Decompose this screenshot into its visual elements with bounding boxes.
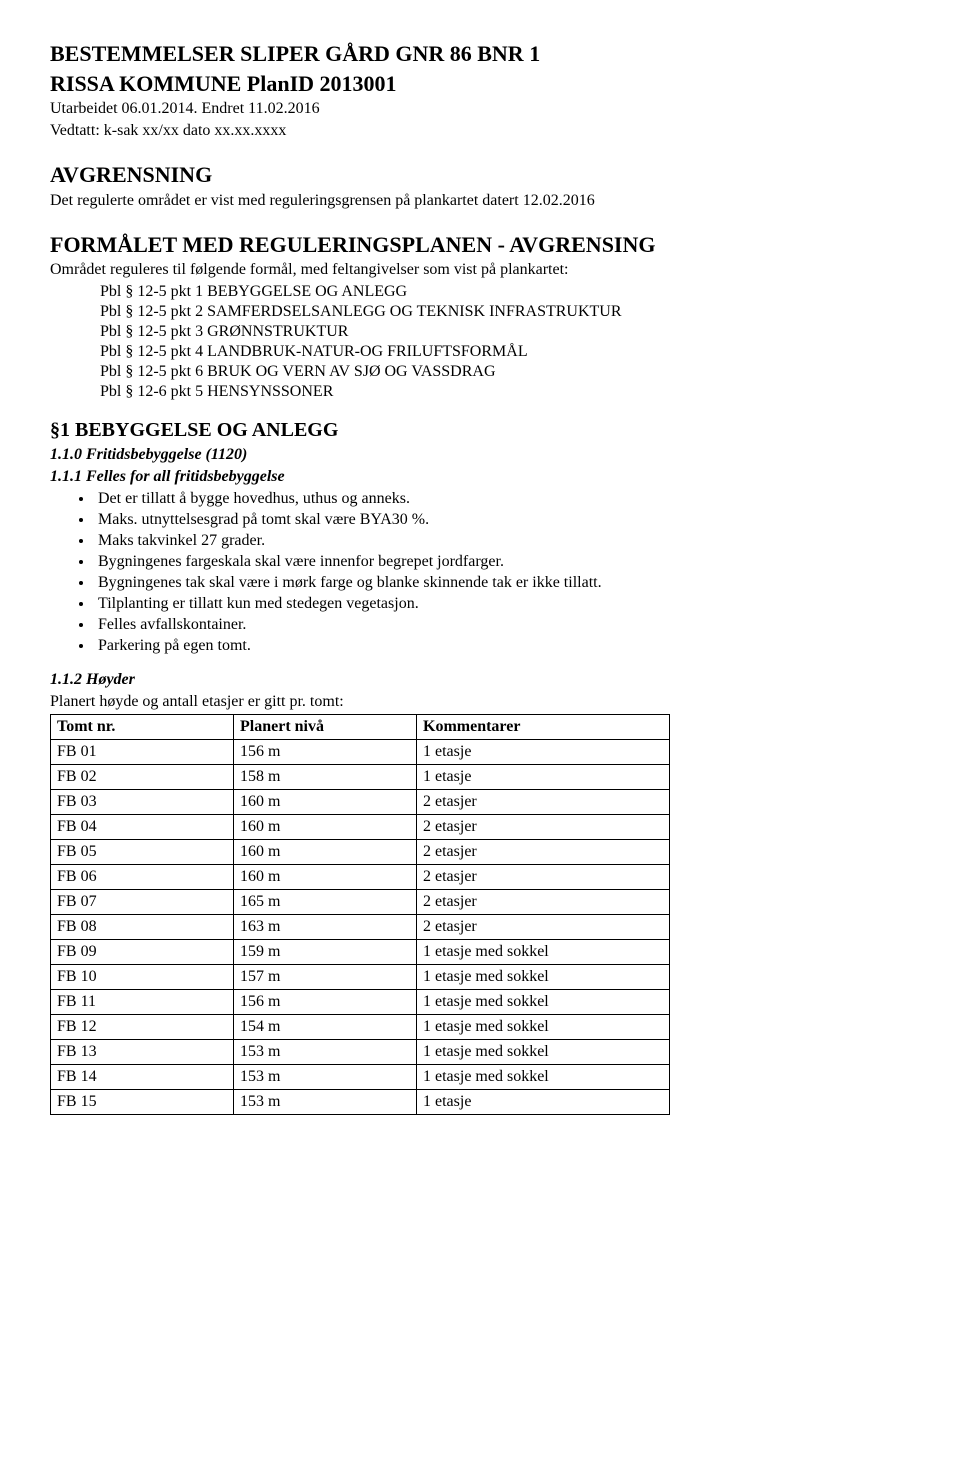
table-row: FB 02158 m1 etasje <box>51 765 670 790</box>
subtitle-dates: Utarbeidet 06.01.2014. Endret 11.02.2016 <box>50 99 910 119</box>
table-cell: FB 04 <box>51 815 234 840</box>
avgrensning-heading: AVGRENSNING <box>50 161 910 189</box>
table-row: FB 12154 m1 etasje med sokkel <box>51 1015 670 1040</box>
table-cell: 2 etasjer <box>417 915 670 940</box>
table-cell: 1 etasje med sokkel <box>417 1015 670 1040</box>
formalet-item: Pbl § 12-6 pkt 5 HENSYNSSONER <box>100 382 910 402</box>
formalet-item: Pbl § 12-5 pkt 3 GRØNNSTRUKTUR <box>100 322 910 342</box>
table-cell: 2 etasjer <box>417 815 670 840</box>
table-cell: 2 etasjer <box>417 790 670 815</box>
table-header: Tomt nr. <box>51 715 234 740</box>
table-header-row: Tomt nr. Planert nivå Kommentarer <box>51 715 670 740</box>
table-row: FB 10157 m1 etasje med sokkel <box>51 965 670 990</box>
table-cell: 156 m <box>234 740 417 765</box>
table-cell: 1 etasje med sokkel <box>417 940 670 965</box>
table-cell: FB 15 <box>51 1090 234 1115</box>
table-cell: 157 m <box>234 965 417 990</box>
list-item: Felles avfallskontainer. <box>94 615 910 635</box>
table-cell: 160 m <box>234 790 417 815</box>
table-cell: FB 10 <box>51 965 234 990</box>
formalet-item: Pbl § 12-5 pkt 1 BEBYGGELSE OG ANLEGG <box>100 282 910 302</box>
table-cell: FB 02 <box>51 765 234 790</box>
table-row: FB 11156 m1 etasje med sokkel <box>51 990 670 1015</box>
table-cell: 1 etasje med sokkel <box>417 1065 670 1090</box>
table-cell: 1 etasje <box>417 765 670 790</box>
table-cell: 1 etasje <box>417 740 670 765</box>
formalet-item: Pbl § 12-5 pkt 4 LANDBRUK-NATUR-OG FRILU… <box>100 342 910 362</box>
table-cell: 156 m <box>234 990 417 1015</box>
table-cell: FB 11 <box>51 990 234 1015</box>
table-row: FB 04160 m2 etasjer <box>51 815 670 840</box>
table-row: FB 05160 m2 etasjer <box>51 840 670 865</box>
table-cell: FB 01 <box>51 740 234 765</box>
table-cell: FB 12 <box>51 1015 234 1040</box>
hoyder-table: Tomt nr. Planert nivå Kommentarer FB 011… <box>50 714 670 1115</box>
formalet-heading: FORMÅLET MED REGULERINGSPLANEN - AVGRENS… <box>50 231 910 259</box>
table-cell: 159 m <box>234 940 417 965</box>
section-1-1-1: 1.1.1 Felles for all fritidsbebyggelse <box>50 467 910 487</box>
table-cell: 153 m <box>234 1040 417 1065</box>
table-cell: FB 08 <box>51 915 234 940</box>
table-cell: 154 m <box>234 1015 417 1040</box>
table-cell: 2 etasjer <box>417 890 670 915</box>
formalet-item: Pbl § 12-5 pkt 6 BRUK OG VERN AV SJØ OG … <box>100 362 910 382</box>
list-item: Bygningenes fargeskala skal være innenfo… <box>94 552 910 572</box>
table-intro: Planert høyde og antall etasjer er gitt … <box>50 692 910 712</box>
table-cell: FB 07 <box>51 890 234 915</box>
table-row: FB 07165 m2 etasjer <box>51 890 670 915</box>
table-cell: 163 m <box>234 915 417 940</box>
table-cell: 160 m <box>234 865 417 890</box>
table-cell: 160 m <box>234 840 417 865</box>
section1-heading: §1 BEBYGGELSE OG ANLEGG <box>50 418 910 443</box>
table-cell: 160 m <box>234 815 417 840</box>
table-row: FB 15153 m1 etasje <box>51 1090 670 1115</box>
formalet-list: Pbl § 12-5 pkt 1 BEBYGGELSE OG ANLEGG Pb… <box>50 282 910 402</box>
table-cell: FB 09 <box>51 940 234 965</box>
table-row: FB 03160 m2 etasjer <box>51 790 670 815</box>
table-header: Planert nivå <box>234 715 417 740</box>
title-line-2: RISSA KOMMUNE PlanID 2013001 <box>50 70 910 98</box>
list-item: Maks. utnyttelsesgrad på tomt skal være … <box>94 510 910 530</box>
title-line-1: BESTEMMELSER SLIPER GÅRD GNR 86 BNR 1 <box>50 40 910 68</box>
table-cell: 1 etasje med sokkel <box>417 990 670 1015</box>
table-cell: 1 etasje <box>417 1090 670 1115</box>
table-header: Kommentarer <box>417 715 670 740</box>
table-cell: 2 etasjer <box>417 865 670 890</box>
subtitle-vedtatt: Vedtatt: k-sak xx/xx dato xx.xx.xxxx <box>50 121 910 141</box>
table-row: FB 09159 m1 etasje med sokkel <box>51 940 670 965</box>
table-row: FB 01156 m1 etasje <box>51 740 670 765</box>
table-cell: 153 m <box>234 1090 417 1115</box>
table-row: FB 08163 m2 etasjer <box>51 915 670 940</box>
list-item: Tilplanting er tillatt kun med stedegen … <box>94 594 910 614</box>
table-row: FB 06160 m2 etasjer <box>51 865 670 890</box>
list-item: Det er tillatt å bygge hovedhus, uthus o… <box>94 489 910 509</box>
table-cell: 2 etasjer <box>417 840 670 865</box>
formalet-item: Pbl § 12-5 pkt 2 SAMFERDSELSANLEGG OG TE… <box>100 302 910 322</box>
section-1-1-0: 1.1.0 Fritidsbebyggelse (1120) <box>50 445 910 465</box>
table-cell: 1 etasje med sokkel <box>417 965 670 990</box>
table-cell: 158 m <box>234 765 417 790</box>
table-cell: 165 m <box>234 890 417 915</box>
table-cell: FB 03 <box>51 790 234 815</box>
list-item: Bygningenes tak skal være i mørk farge o… <box>94 573 910 593</box>
list-item: Parkering på egen tomt. <box>94 636 910 656</box>
section-1-1-2: 1.1.2 Høyder <box>50 670 910 690</box>
table-cell: FB 05 <box>51 840 234 865</box>
table-cell: 153 m <box>234 1065 417 1090</box>
list-item: Maks takvinkel 27 grader. <box>94 531 910 551</box>
table-cell: FB 13 <box>51 1040 234 1065</box>
table-row: FB 14153 m1 etasje med sokkel <box>51 1065 670 1090</box>
table-cell: FB 14 <box>51 1065 234 1090</box>
table-row: FB 13153 m1 etasje med sokkel <box>51 1040 670 1065</box>
formalet-intro: Området reguleres til følgende formål, m… <box>50 260 910 280</box>
section1-bullets: Det er tillatt å bygge hovedhus, uthus o… <box>50 489 910 656</box>
avgrensning-text: Det regulerte området er vist med regule… <box>50 191 910 211</box>
table-cell: FB 06 <box>51 865 234 890</box>
table-cell: 1 etasje med sokkel <box>417 1040 670 1065</box>
